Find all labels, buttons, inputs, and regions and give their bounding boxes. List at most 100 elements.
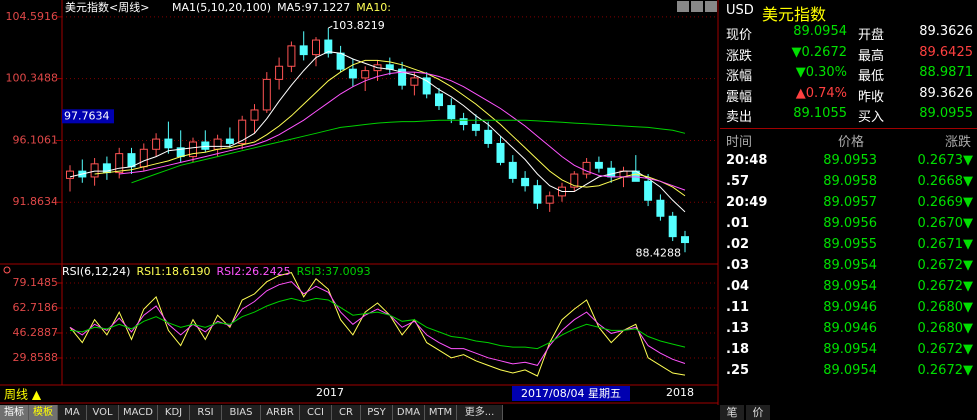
y-tick-label: 104.5916 (6, 10, 59, 23)
tab[interactable]: CCI (300, 405, 332, 420)
tick-time: .04 (726, 279, 750, 294)
chart-title: 美元指数<周线> (65, 0, 149, 14)
candle-body (521, 177, 530, 187)
tick-price: 89.0957 (823, 195, 877, 210)
candle-body (594, 161, 603, 169)
tick-change: 0.2669▼ (917, 195, 974, 210)
quote-label: 震幅 (726, 89, 753, 105)
candle-body (398, 68, 407, 86)
legend-entry: RSI(6,12,24) (62, 265, 130, 278)
panel-code: USD (726, 3, 754, 18)
quote-value: 89.3626 (919, 24, 973, 39)
table-header: 涨跌 (944, 135, 971, 150)
quote-value: 89.3626 (919, 85, 973, 101)
candle-body (115, 153, 124, 174)
quote-label: 最低 (858, 69, 885, 84)
y-tick-label: 79.1485 (13, 276, 59, 289)
tick-time: .02 (726, 237, 750, 252)
legend-entry: MA1(5,10,20,100) (172, 1, 271, 14)
cursor-price: 97.7634 (64, 109, 110, 122)
y-tick-label: 91.8634 (13, 195, 59, 208)
tick-price: 89.0946 (823, 321, 877, 336)
panel-name: 美元指数 (762, 5, 827, 24)
tick-time: .11 (726, 300, 750, 315)
tick-price: 89.0953 (823, 153, 877, 168)
candle-body (410, 77, 419, 86)
y-tick-label: 46.2887 (13, 326, 59, 339)
candle-body (545, 195, 554, 204)
settings-icon[interactable] (3, 266, 11, 274)
tick-change: 0.2672▼ (917, 258, 974, 273)
period-label[interactable]: 周线 ▲ (4, 388, 42, 402)
candle-body (189, 141, 197, 158)
candle-body (570, 173, 579, 188)
tab[interactable]: PSY (361, 405, 393, 420)
tab[interactable]: CR (332, 405, 361, 420)
candle-body (250, 109, 259, 121)
candle-body (90, 163, 99, 178)
tick-time: 20:49 (726, 195, 768, 210)
quote-panel: USD 美元指数 现价 89.0954 开盘 89.3626 涨跌 ▼0.2672 最高 89… (720, 0, 977, 420)
tab[interactable]: DMA (393, 405, 425, 420)
legend-entry: RSI3:37.0093 (297, 265, 371, 278)
x-tick-label: 2018 (666, 386, 694, 399)
quote-label: 涨跌 (726, 48, 753, 64)
tab[interactable]: 模板 (29, 405, 58, 420)
candle-body (435, 93, 443, 107)
high-pointer (328, 25, 333, 29)
separator (720, 128, 977, 129)
tab[interactable]: 指标 (0, 405, 29, 420)
candle-body (508, 161, 517, 179)
tab[interactable]: 更多... (457, 405, 503, 420)
tab[interactable]: BIAS (222, 405, 261, 420)
high-label: 103.8219 (332, 19, 385, 32)
quote-value: 88.9871 (919, 65, 973, 80)
tick-price: 89.0946 (823, 300, 877, 315)
candle-body (471, 124, 480, 131)
tick-price: 89.0956 (823, 216, 877, 231)
panel-tab[interactable]: 价 (746, 405, 770, 420)
tab[interactable]: ARBR (261, 405, 300, 420)
candle-body (287, 45, 296, 67)
candle-body (152, 138, 161, 150)
legend-entry: MA10: (356, 1, 391, 14)
candle-body (348, 68, 357, 79)
candle-body (459, 118, 468, 126)
quote-value: ▼0.2672 (791, 44, 848, 60)
tab[interactable]: MTM (425, 405, 457, 420)
candle-body (66, 170, 74, 179)
candle-body (361, 70, 370, 79)
panel-tab[interactable]: 笔 (720, 405, 744, 420)
tick-time: .03 (726, 258, 750, 273)
window-buttons (677, 1, 717, 12)
quote-label: 涨幅 (726, 69, 753, 84)
quote-label: 卖出 (726, 110, 753, 125)
tab[interactable]: RSI (190, 405, 222, 420)
tick-price: 89.0958 (823, 174, 877, 189)
y-tick-label: 100.3488 (6, 72, 59, 85)
candle-body (139, 148, 148, 168)
tick-time: .13 (726, 321, 750, 336)
candle-body (164, 138, 173, 149)
y-tick-label: 96.1061 (13, 133, 59, 146)
tab[interactable]: MA (58, 405, 87, 420)
quote-value: 89.1055 (793, 106, 847, 121)
legend-entry: RSI2:26.2425 (217, 265, 291, 278)
tab[interactable]: VOL (87, 405, 119, 420)
x-tick-label: 2017 (316, 386, 344, 399)
tick-change: 0.2668▼ (917, 174, 974, 189)
tab[interactable]: MACD (119, 405, 158, 420)
quote-label: 买入 (858, 110, 885, 125)
y-tick-label: 29.8588 (13, 351, 59, 364)
tab[interactable]: KDJ (158, 405, 190, 420)
candle-body (668, 215, 677, 238)
tick-price: 89.0955 (823, 237, 877, 252)
candle-body (225, 138, 234, 144)
cursor-price-box (62, 109, 114, 124)
cursor-date: 2017/08/04 星期五 (521, 387, 621, 400)
tick-change: 0.2671▼ (917, 237, 974, 252)
tick-time: .18 (726, 342, 750, 357)
candle-body (681, 236, 689, 244)
candle-body (644, 180, 653, 201)
